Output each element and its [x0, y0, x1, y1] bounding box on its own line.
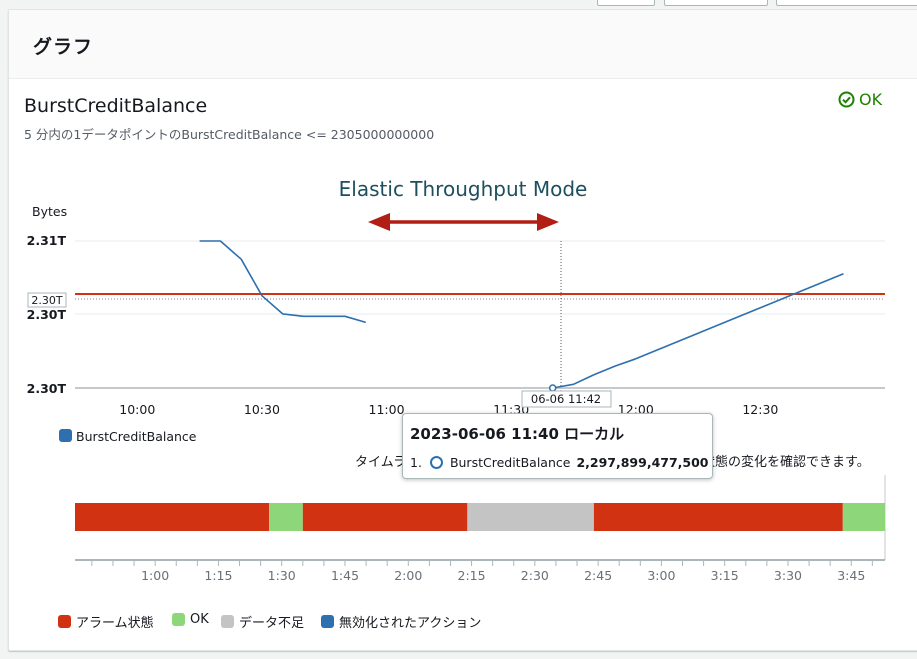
timeline-tick-label: 3:00 [647, 568, 675, 583]
toolbar-button-3[interactable] [776, 0, 917, 6]
series-legend-swatch [59, 429, 72, 442]
legend-ok-swatch [172, 613, 185, 626]
timeline-state-insufficient [467, 503, 594, 531]
timeline-tick-label: 1:00 [141, 568, 169, 583]
legend-alarm[interactable]: アラーム状態 [58, 612, 154, 631]
timeline-tick-label: 1:45 [331, 568, 359, 583]
x-tick-label: 10:00 [119, 402, 155, 417]
timeline-tick-label: 3:30 [774, 568, 802, 583]
crosshair-label-box [521, 390, 612, 408]
legend-insufficient-swatch [221, 615, 234, 628]
x-tick-label: 11:00 [369, 402, 405, 417]
x-tick-label: 10:30 [244, 402, 280, 417]
timeline-state-ok [269, 503, 303, 531]
series-lines [199, 240, 844, 389]
timeline-tick-label: 2:15 [458, 568, 486, 583]
hovered-point [548, 384, 557, 392]
panel-header: グラフ [9, 10, 917, 79]
legend-actions-disabled-label: 無効化されたアクション [339, 616, 482, 631]
series-legend-label[interactable]: BurstCreditBalance [76, 429, 197, 444]
timeline-state-alarm [593, 503, 843, 531]
timeline-tick-label: 2:45 [584, 568, 612, 583]
status-ok: OK [838, 90, 882, 109]
timeline-tick-label: 1:15 [204, 568, 232, 583]
graph-panel: グラフ [8, 9, 917, 651]
metric-title: BurstCreditBalance [24, 95, 208, 117]
legend-insufficient-label: データ不足 [239, 616, 305, 631]
timeline-state-alarm [302, 503, 468, 531]
timeline-tick-label: 3:45 [837, 568, 865, 583]
y-tick-label: 2.30T [27, 381, 67, 396]
toolbar-button-2[interactable] [664, 0, 768, 6]
tooltip-title: 2023-06-06 11:40 ローカル [410, 425, 625, 443]
legend-alarm-label: アラーム状態 [76, 616, 154, 631]
y-axis-label: Bytes [32, 204, 67, 219]
timeline-tick-label: 3:15 [711, 568, 739, 583]
timeline-state-alarm [75, 503, 270, 531]
alarm-condition: 5 分内の1データポイントのBurstCreditBalance <= 2305… [24, 127, 435, 142]
timeline-message-right: 状態の変化を確認できます。 [702, 455, 870, 470]
crosshair-label: 06-06 11:42 [531, 392, 601, 406]
legend-actions-disabled[interactable]: 無効化されたアクション [321, 612, 481, 631]
metric-grid [75, 240, 885, 389]
annotation-text: Elastic Throughput Mode [339, 177, 588, 201]
check-circle-icon [838, 91, 855, 108]
series-line [552, 273, 844, 389]
legend-actions-disabled-swatch [321, 615, 334, 628]
timeline-tick-label: 2:00 [394, 568, 422, 583]
timeline-tick-label: 2:30 [521, 568, 549, 583]
legend-alarm-swatch [58, 615, 71, 628]
x-tick-label: 12:30 [742, 402, 778, 417]
y-tick-label: 2.31T [27, 233, 67, 248]
status-label: OK [859, 90, 883, 109]
series-line [199, 240, 367, 324]
timeline: 1:00 1:15 1:30 1:45 2:00 2:15 2:30 2:45 3:00 3:15… [75, 475, 886, 583]
panel-title: グラフ [33, 36, 94, 58]
tooltip-index: 1. [410, 455, 422, 470]
tooltip-value: 2,297,899,477,500 [576, 455, 709, 470]
legend-ok-label: OK [190, 612, 209, 627]
legend-insufficient[interactable]: データ不足 [221, 612, 304, 631]
y-tick-label: 2.30T [27, 307, 67, 322]
series-marker-icon [429, 456, 443, 469]
threshold-label-box [27, 292, 67, 308]
timeline-message-left: タイムラ [355, 455, 407, 470]
threshold-label: 2.30T [31, 294, 62, 307]
tooltip-series: BurstCreditBalance [449, 455, 571, 470]
legend-ok[interactable]: OK [172, 612, 209, 627]
timeline-state-ok [842, 503, 885, 531]
toolbar-button-1[interactable] [597, 0, 655, 6]
tooltip-row: 1. BurstCreditBalance 2,297,899,477,500 [410, 455, 709, 470]
threshold: 2.30T [27, 292, 885, 308]
crosshair: 06-06 11:42 [521, 241, 612, 408]
timeline-tick-label: 1:30 [268, 568, 296, 583]
data-tooltip: 2023-06-06 11:40 ローカル 1. BurstCreditBala… [402, 413, 713, 479]
annotation-arrow [368, 213, 559, 231]
